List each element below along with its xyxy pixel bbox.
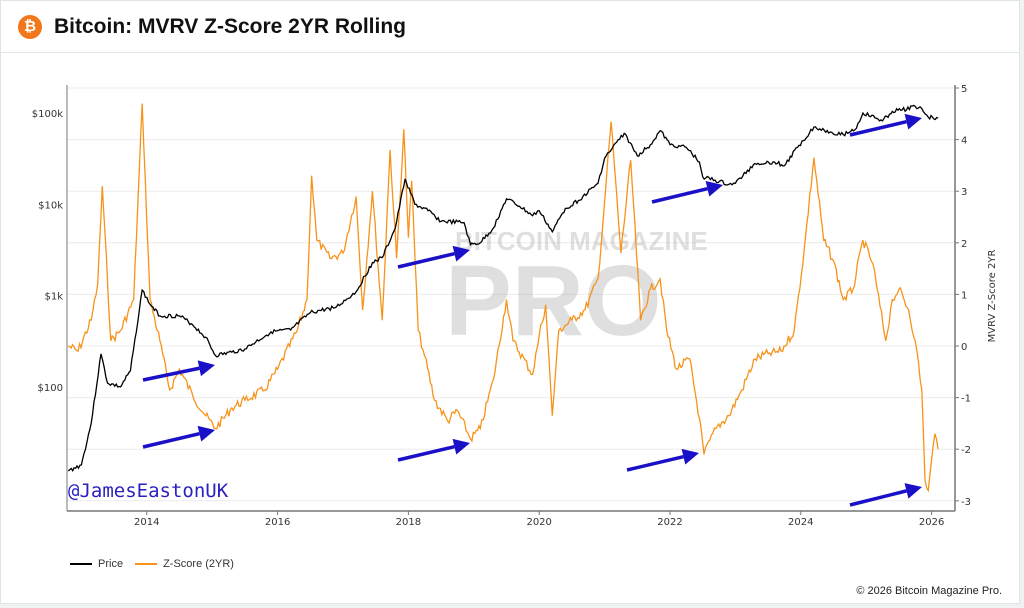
- x-tick-label: 2018: [396, 517, 421, 528]
- x-tick-label: 2026: [919, 517, 944, 528]
- x-tick-label: 2014: [134, 517, 159, 528]
- arrow-shaft: [142, 366, 200, 382]
- legend-zscore[interactable]: Z-Score (2YR): [163, 558, 234, 570]
- arrow-shaft: [397, 251, 455, 269]
- left-tick-label: $100: [38, 383, 63, 394]
- legend: Price Z-Score (2YR): [70, 558, 234, 570]
- bitcoin-icon: ₿: [18, 15, 42, 39]
- arrow-head: [197, 360, 215, 377]
- arrow-head: [681, 448, 699, 465]
- x-tick-label: 2022: [657, 517, 682, 528]
- arrow-shaft: [142, 431, 200, 449]
- arrow-head: [904, 483, 922, 499]
- legend-price-swatch: [70, 563, 92, 565]
- right-tick-label: 5: [961, 84, 967, 95]
- annotation-arrow: [651, 180, 723, 204]
- left-tick-label: $1k: [44, 292, 63, 303]
- legend-price[interactable]: Price: [98, 558, 124, 570]
- right-tick-label: 1: [961, 290, 967, 301]
- arrow-shaft: [849, 119, 907, 137]
- annotation-arrow: [849, 483, 922, 507]
- annotation-arrow: [142, 360, 215, 382]
- x-tick-label: 2016: [265, 517, 290, 528]
- watermark-logo: BITCOIN MAGAZINE PRO: [445, 226, 708, 357]
- header: ₿ Bitcoin: MVRV Z-Score 2YR Rolling: [1, 1, 1019, 53]
- annotation-arrow: [142, 425, 215, 449]
- right-tick-label: 2: [961, 239, 967, 250]
- annotation-arrow: [397, 245, 470, 269]
- arrow-shaft: [397, 444, 455, 462]
- left-tick-label: $10k: [38, 200, 63, 211]
- arrow-head: [452, 245, 470, 262]
- annotation-arrow: [849, 113, 922, 137]
- arrow-head: [904, 113, 922, 130]
- right-tick-label: 3: [961, 187, 967, 198]
- price-line: [67, 104, 939, 472]
- arrow-head: [452, 438, 470, 455]
- annotation-arrow: [626, 448, 699, 472]
- arrow-shaft: [651, 187, 708, 204]
- right-tick-label: 4: [961, 136, 967, 147]
- x-tick-label: 2024: [788, 517, 813, 528]
- arrow-shaft: [626, 454, 684, 472]
- arrow-shaft: [849, 489, 907, 507]
- right-tick-label: 0: [961, 342, 967, 353]
- copyright: © 2026 Bitcoin Magazine Pro.: [856, 585, 1002, 597]
- right-tick-label: -1: [961, 394, 971, 405]
- watermark-pro: PRO: [445, 245, 662, 357]
- left-tick-label: $100k: [32, 109, 63, 120]
- author-handle: @JamesEastonUK: [68, 480, 229, 502]
- arrow-head: [197, 425, 215, 442]
- right-tick-label: -2: [961, 445, 971, 456]
- right-tick-label: -3: [961, 497, 971, 508]
- zscore-line: [68, 103, 939, 493]
- page-title: Bitcoin: MVRV Z-Score 2YR Rolling: [54, 15, 406, 38]
- x-tick-label: 2020: [526, 517, 551, 528]
- arrow-head: [705, 180, 723, 197]
- watermark-text: BITCOIN MAGAZINE: [455, 226, 708, 256]
- right-axis-title: MVRV Z-Score 2YR: [987, 250, 998, 343]
- annotation-arrow: [397, 438, 470, 462]
- legend-zscore-swatch: [135, 563, 158, 565]
